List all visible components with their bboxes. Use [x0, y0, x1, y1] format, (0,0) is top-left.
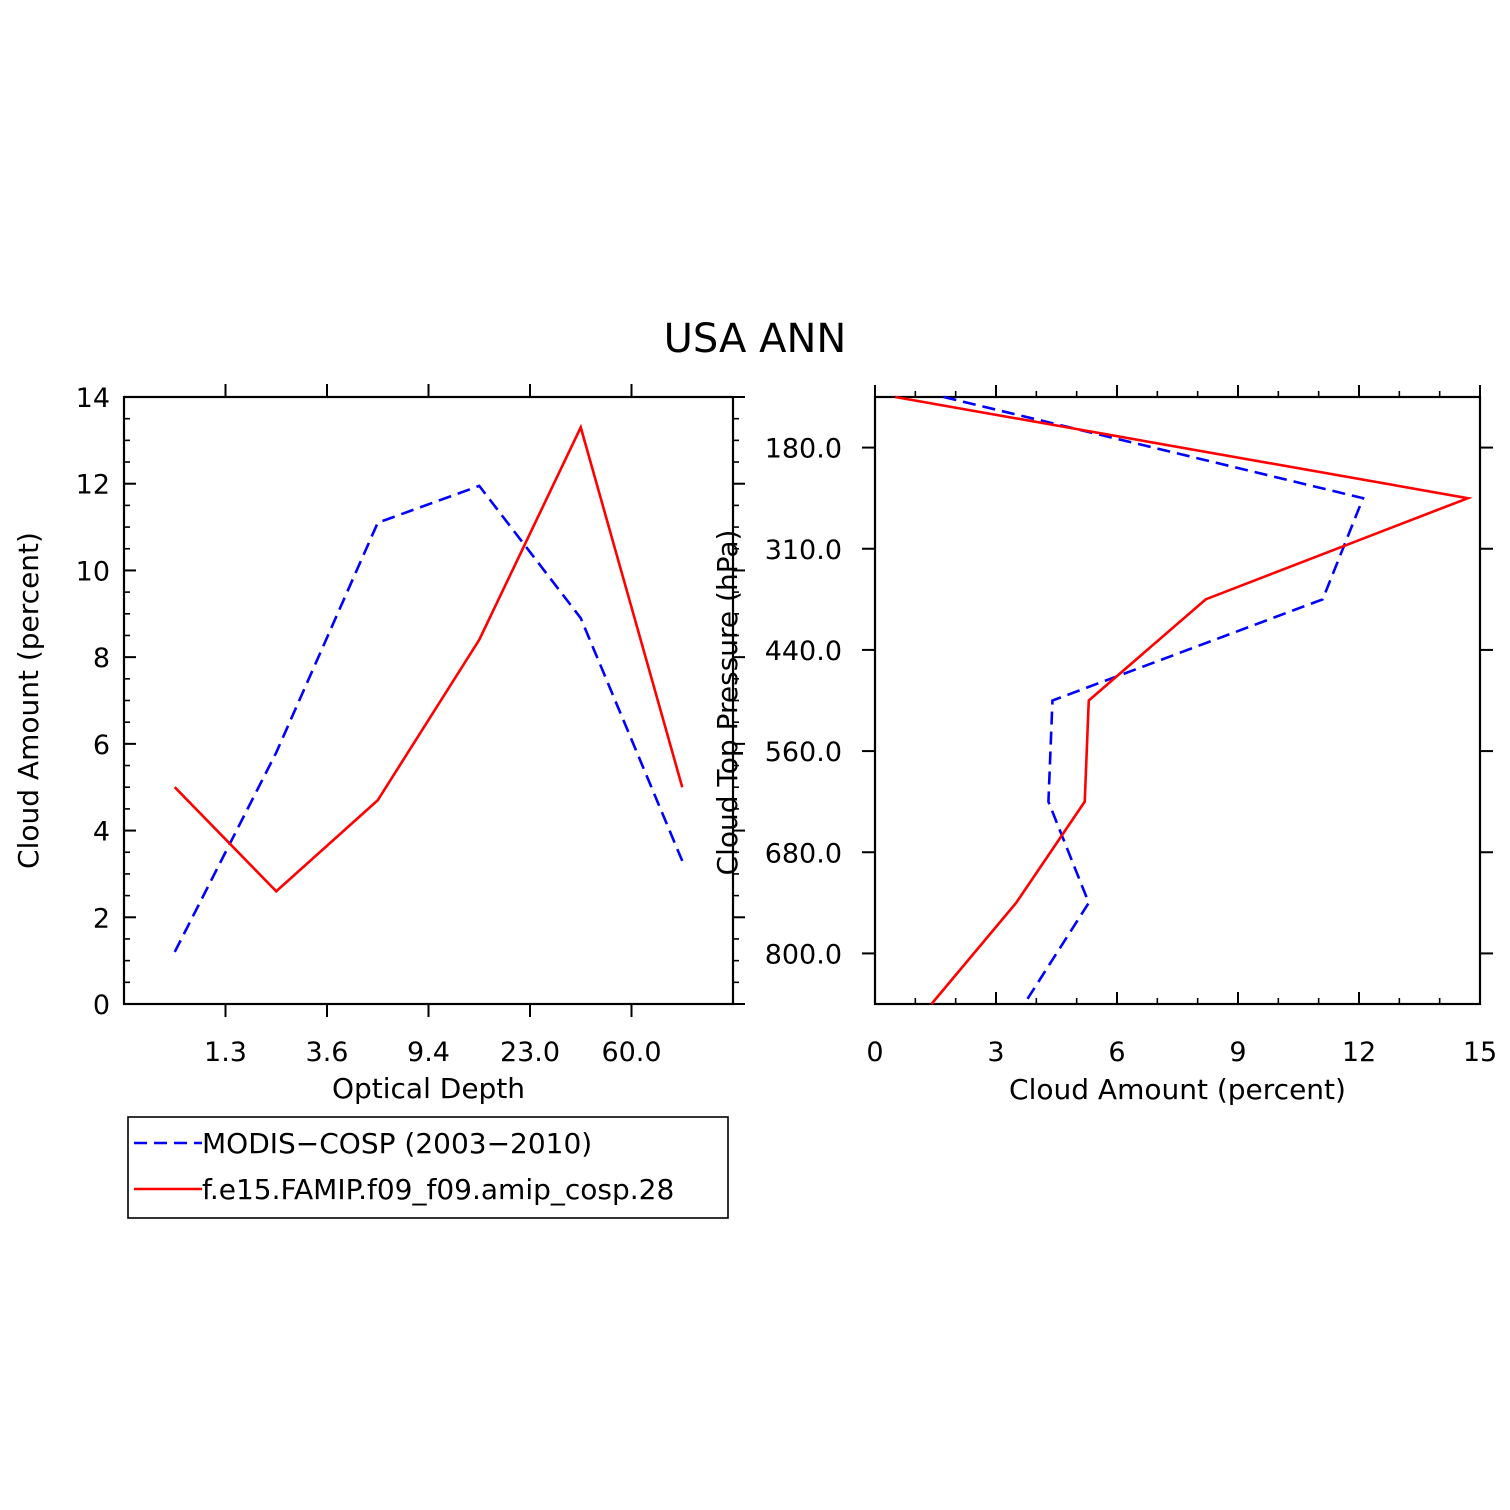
- right-ytick-label: 180.0: [765, 434, 842, 465]
- left-ytick-label: 0: [93, 990, 110, 1021]
- right-ytick-label: 310.0: [765, 535, 842, 566]
- left-plot-frame: [122, 395, 735, 1006]
- right-x-axis-label: Cloud Amount (percent): [1009, 1073, 1346, 1106]
- right-ytick-label: 440.0: [765, 636, 842, 667]
- right-xtick-label: 12: [1342, 1037, 1376, 1068]
- right-ytick-label: 800.0: [765, 939, 842, 970]
- left-y-axis-label: Cloud Amount (percent): [12, 532, 45, 869]
- chart-title: USA ANN: [664, 316, 847, 362]
- right-xtick-label: 0: [866, 1037, 883, 1068]
- legend-box: [127, 1116, 729, 1219]
- left-xtick-label: 9.4: [407, 1037, 450, 1068]
- right-y-axis-label: Cloud Top Pressure (hPa): [711, 530, 744, 876]
- left-ytick-label: 6: [93, 730, 110, 761]
- left-ytick-label: 10: [76, 556, 110, 587]
- right-ytick-label: 680.0: [765, 838, 842, 869]
- right-xtick-label: 3: [987, 1037, 1004, 1068]
- left-series-line-model: [173, 423, 684, 894]
- left-xtick-label: 60.0: [601, 1037, 661, 1068]
- legend-entry-label: MODIS−COSP (2003−2010): [202, 1127, 592, 1160]
- panel-cloud-top-pressure: 0 3 6 9 12 15 180.0 310.0 440.0 560.0 680.0 800.0 Cl…: [711, 385, 1497, 1106]
- left-xtick-label: 23.0: [500, 1037, 560, 1068]
- left-ytick-label: 2: [93, 903, 110, 934]
- right-xtick-label: 6: [1108, 1037, 1125, 1068]
- left-ytick-label: 12: [76, 470, 110, 501]
- right-xtick-label: 9: [1229, 1037, 1246, 1068]
- right-ytick-label: 560.0: [765, 737, 842, 768]
- left-ytick-label: 8: [93, 643, 110, 674]
- left-x-axis-label: Optical Depth: [332, 1072, 525, 1105]
- left-ytick-label: 4: [93, 817, 110, 848]
- left-xtick-label: 1.3: [204, 1037, 247, 1068]
- left-series-line-obs: [173, 484, 684, 953]
- left-xtick-label: 3.6: [306, 1037, 349, 1068]
- legend-entry-label: f.e15.FAMIP.f09_f09.amip_cosp.28: [202, 1173, 674, 1206]
- right-plot-frame: [873, 395, 1482, 1006]
- left-ytick-label: 14: [76, 383, 110, 414]
- panel-optical-depth: 0 2 4 6 8 10 12 14 1.3 3.6 9.4 23.0 60.0 Optical Dept…: [12, 383, 745, 1105]
- right-series-line-model: [894, 395, 1473, 1005]
- legend: MODIS−COSP (2003−2010) f.e15.FAMIP.f09_f0…: [127, 1116, 729, 1219]
- right-xtick-label: 15: [1463, 1037, 1497, 1068]
